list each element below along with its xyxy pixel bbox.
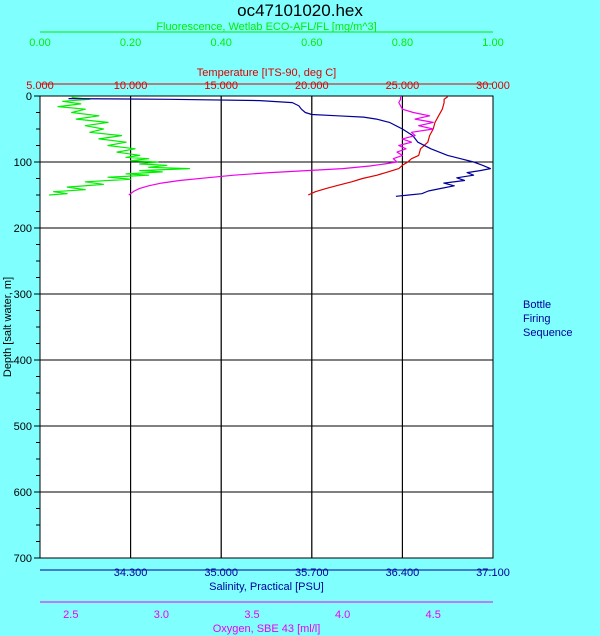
oxygen-tick-label: 4.0 (335, 609, 350, 621)
temperature-axis-title: Temperature [ITS-90, deg C] (197, 67, 336, 79)
fluorescence-axis-title: Fluorescence, Wetlab ECO-AFL/FL [mg/m^3] (156, 21, 376, 33)
salinity-profile-line (68, 98, 491, 197)
temperature-tick-label: 25.000 (386, 80, 420, 92)
legend-line-3: Sequence (523, 327, 573, 339)
temperature-tick-label: 20.000 (295, 80, 329, 92)
legend-line-1: Bottle (523, 299, 551, 311)
legend-line-2: Firing (523, 313, 551, 325)
salinity-tick-label: 35.700 (295, 567, 329, 579)
temperature-tick-label: 30.000 (476, 80, 510, 92)
salinity-tick-label: 35.000 (204, 567, 238, 579)
fluorescence-tick-label: 0.00 (29, 37, 50, 49)
fluorescence-profile-line (49, 96, 191, 196)
oxygen-axis-title: Oxygen, SBE 43 [ml/l] (213, 623, 321, 635)
oxygen-tick-label: 4.5 (426, 609, 441, 621)
y-tick-label: 0 (26, 91, 32, 103)
oxygen-tick-label: 2.5 (63, 609, 78, 621)
y-tick-label: 600 (14, 487, 32, 499)
axes-layer: 0 100 200 300 400 500 600 700 Depth [salt water,… (2, 21, 510, 635)
temperature-tick-label: 15.000 (204, 80, 238, 92)
chart-title: oc47101020.hex (237, 1, 363, 20)
temperature-profile-line (307, 96, 449, 196)
fluorescence-tick-label: 0.60 (301, 37, 322, 49)
salinity-tick-label: 36.400 (386, 567, 420, 579)
y-tick-label: 500 (14, 421, 32, 433)
oxygen-tick-label: 3.0 (154, 609, 169, 621)
fluorescence-tick-label: 0.20 (120, 37, 141, 49)
y-tick-label: 400 (14, 355, 32, 367)
y-axis-title: Depth [salt water, m] (2, 277, 14, 377)
salinity-tick-label: 34.300 (114, 567, 148, 579)
oxygen-profile-line (128, 96, 434, 196)
grid-layer (40, 96, 493, 558)
plot-area (39, 95, 494, 559)
fluorescence-tick-label: 1.00 (482, 37, 503, 49)
fluorescence-tick-label: 0.40 (210, 37, 231, 49)
y-tick-label: 200 (14, 223, 32, 235)
y-tick-label: 100 (14, 157, 32, 169)
salinity-tick-label: 37.100 (476, 567, 510, 579)
oxygen-tick-label: 3.5 (244, 609, 259, 621)
y-tick-label: 700 (14, 553, 32, 565)
series-layer (49, 96, 491, 197)
salinity-axis-title: Salinity, Practical [PSU] (209, 581, 324, 593)
bottle-firing-legend: Bottle Firing Sequence (523, 299, 573, 339)
temperature-tick-label: 5.000 (26, 80, 54, 92)
fluorescence-tick-label: 0.80 (392, 37, 413, 49)
temperature-tick-label: 10.000 (114, 80, 148, 92)
y-tick-label: 300 (14, 289, 32, 301)
